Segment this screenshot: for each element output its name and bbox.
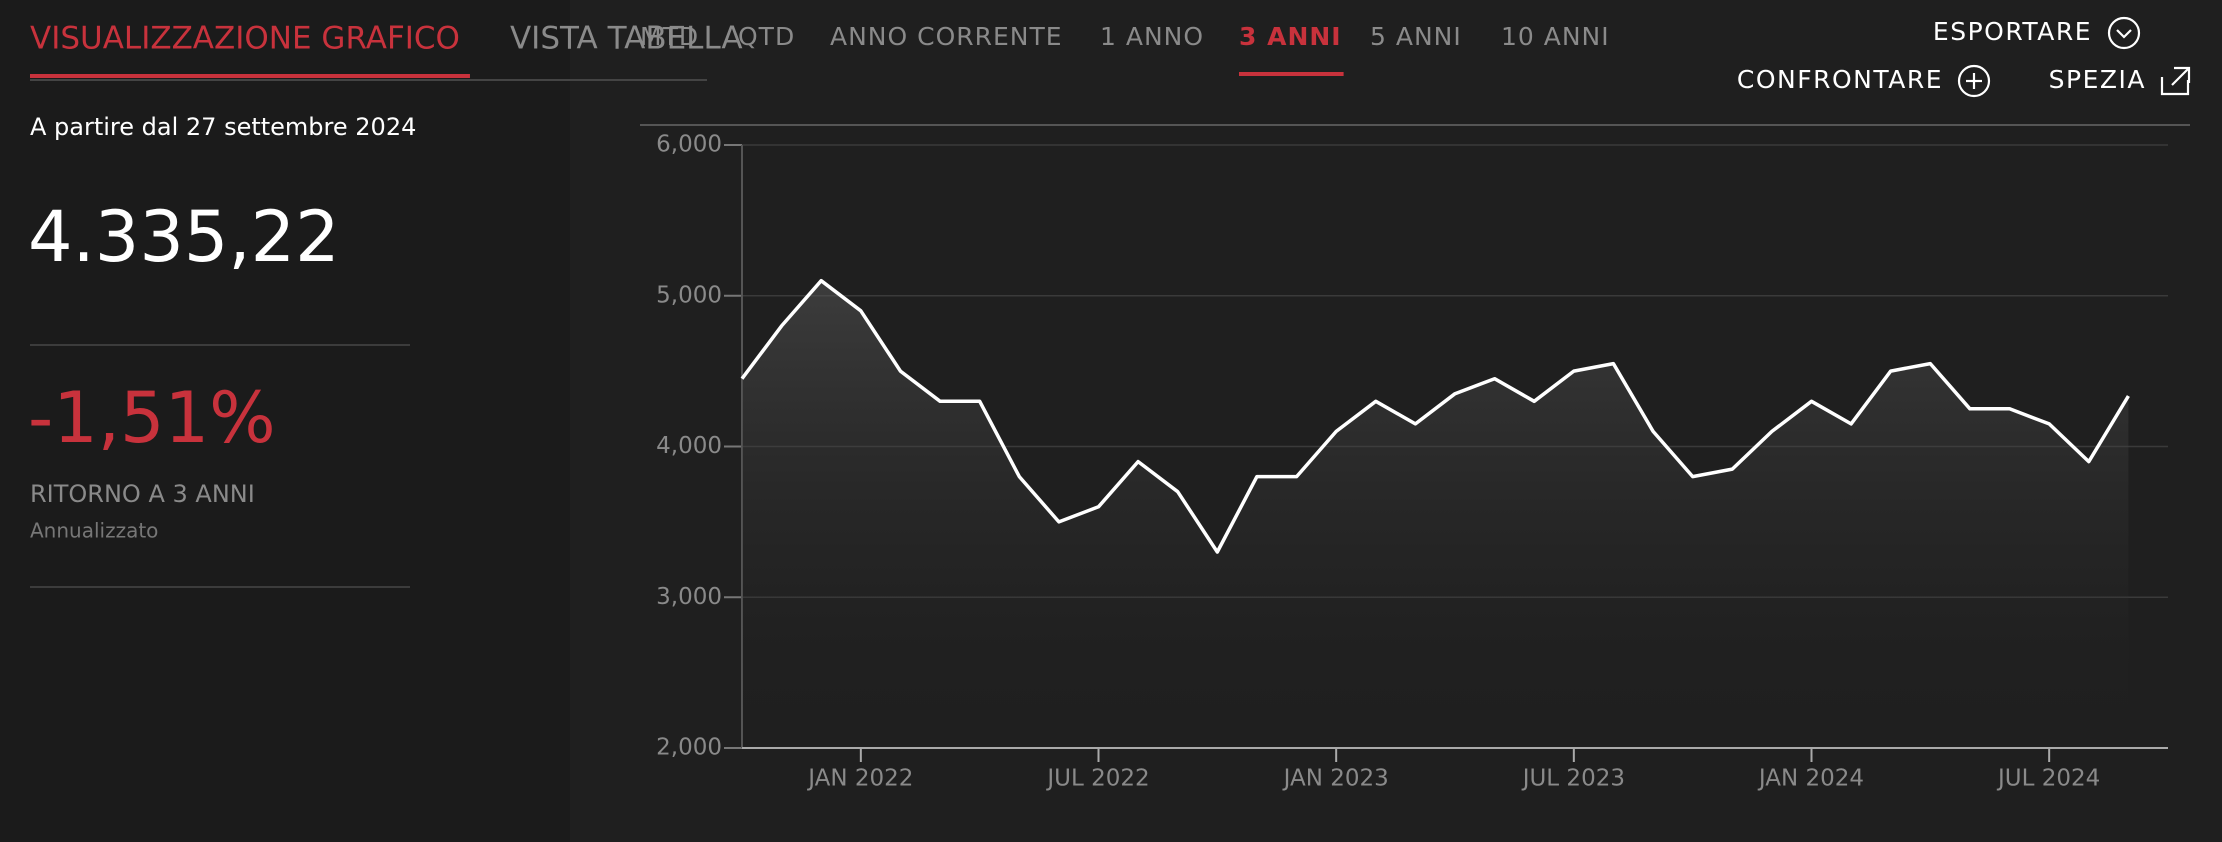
range-button[interactable]: 10 ANNI (1501, 22, 1610, 51)
compare-icon[interactable] (1957, 64, 1991, 98)
external-icon[interactable] (2160, 77, 2190, 96)
action-button[interactable]: CONFRONTARE (1737, 65, 1943, 94)
x-tick-label: JUL 2022 (1045, 766, 1149, 792)
y-tick-label: 2,000 (656, 735, 722, 761)
action-button[interactable]: SPEZIA (2049, 65, 2146, 94)
view-tab[interactable]: VISTA TABELLA (510, 21, 743, 57)
range-button[interactable]: 5 ANNI (1370, 22, 1462, 51)
area-fill (742, 280, 2129, 748)
y-tick-label: 6,000 (656, 132, 722, 158)
return-note: Annualizzato (30, 519, 158, 543)
chevron (2116, 29, 2132, 39)
y-tick-label: 3,000 (656, 584, 722, 610)
x-tick-label: JUL 2023 (1521, 766, 1625, 792)
range-button[interactable]: QTD (738, 22, 795, 51)
index-value: 4.335,22 (28, 196, 340, 278)
arrow (2171, 67, 2190, 86)
active-underline (1239, 72, 1344, 76)
return-value: -1,51% (28, 377, 276, 459)
active-underline (30, 74, 470, 78)
x-tick-label: JAN 2022 (806, 766, 913, 792)
range-button[interactable]: ANNO CORRENTE (830, 22, 1063, 51)
range-button[interactable]: 1 ANNO (1100, 22, 1204, 51)
as-of-date: A partire dal 27 settembre 2024 (30, 113, 416, 141)
x-tick-label: JAN 2024 (1757, 766, 1864, 792)
view-tab[interactable]: VISUALIZZAZIONE GRAFICO (30, 21, 460, 57)
y-tick-label: 4,000 (656, 433, 722, 459)
return-label: RITORNO A 3 ANNI (30, 480, 255, 508)
y-tick-label: 5,000 (656, 282, 722, 308)
x-tick-label: JUL 2024 (1996, 766, 2100, 792)
export-icon[interactable] (2107, 16, 2141, 50)
price-line (740, 278, 2130, 554)
range-button[interactable]: 3 ANNI (1239, 22, 1342, 51)
range-button[interactable]: MTD (640, 22, 699, 51)
icons (1957, 16, 2191, 98)
action-button[interactable]: ESPORTARE (1933, 17, 2092, 46)
x-tick-label: JAN 2023 (1282, 766, 1389, 792)
